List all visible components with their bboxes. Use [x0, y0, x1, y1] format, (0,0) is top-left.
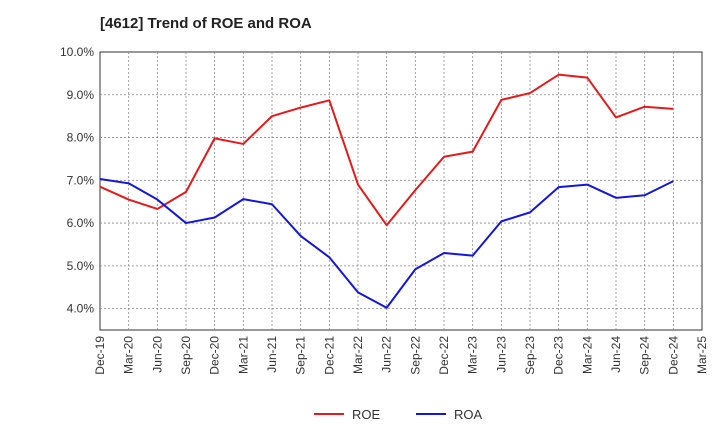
- x-tick-label: Jun-24: [609, 336, 623, 373]
- x-tick-label: Jun-20: [150, 336, 164, 373]
- legend-label-roa: ROA: [454, 407, 483, 422]
- x-tick-label: Dec-21: [322, 336, 336, 375]
- x-tick-label: Sep-23: [523, 336, 537, 375]
- y-tick-label: 7.0%: [67, 173, 95, 187]
- legend: ROE ROA: [314, 407, 483, 422]
- x-tick-label: Dec-19: [93, 336, 107, 375]
- y-tick-label: 10.0%: [60, 45, 94, 59]
- legend-label-roe: ROE: [352, 407, 381, 422]
- x-tick-label: Mar-21: [236, 336, 250, 374]
- x-tick-label: Jun-23: [494, 336, 508, 373]
- x-tick-label: Mar-22: [351, 336, 365, 374]
- x-tick-label: Jun-22: [380, 336, 394, 373]
- x-tick-label: Mar-24: [580, 336, 594, 374]
- y-tick-label: 4.0%: [67, 302, 95, 316]
- y-axis: 4.0% 5.0% 6.0% 7.0% 8.0% 9.0% 10.0%: [60, 45, 94, 316]
- x-tick-label: Dec-24: [666, 336, 680, 375]
- grid-lines: [100, 52, 702, 330]
- x-axis: Dec-19 Mar-20 Jun-20 Sep-20 Dec-20 Mar-21 Jun-…: [93, 336, 709, 375]
- series-line-roe: [99, 73, 674, 227]
- x-tick-label: Dec-22: [437, 336, 451, 375]
- x-tick-label: Sep-22: [408, 336, 422, 375]
- y-tick-label: 9.0%: [67, 88, 95, 102]
- y-tick-label: 6.0%: [67, 216, 95, 230]
- series-lines: [99, 73, 674, 309]
- x-tick-label: Mar-23: [466, 336, 480, 374]
- x-tick-label: Mar-20: [122, 336, 136, 374]
- x-tick-label: Sep-21: [294, 336, 308, 375]
- x-tick-label: Dec-20: [208, 336, 222, 375]
- series-line-roa: [99, 178, 674, 309]
- y-tick-label: 5.0%: [67, 259, 95, 273]
- x-tick-label: Sep-24: [638, 336, 652, 375]
- chart-title: [4612] Trend of ROE and ROA: [100, 15, 312, 32]
- y-tick-label: 8.0%: [67, 131, 95, 145]
- x-tick-label: Dec-23: [552, 336, 566, 375]
- x-tick-label: Sep-20: [179, 336, 193, 375]
- x-tick-label: Jun-21: [265, 336, 279, 373]
- x-tick-label: Mar-25: [695, 336, 709, 374]
